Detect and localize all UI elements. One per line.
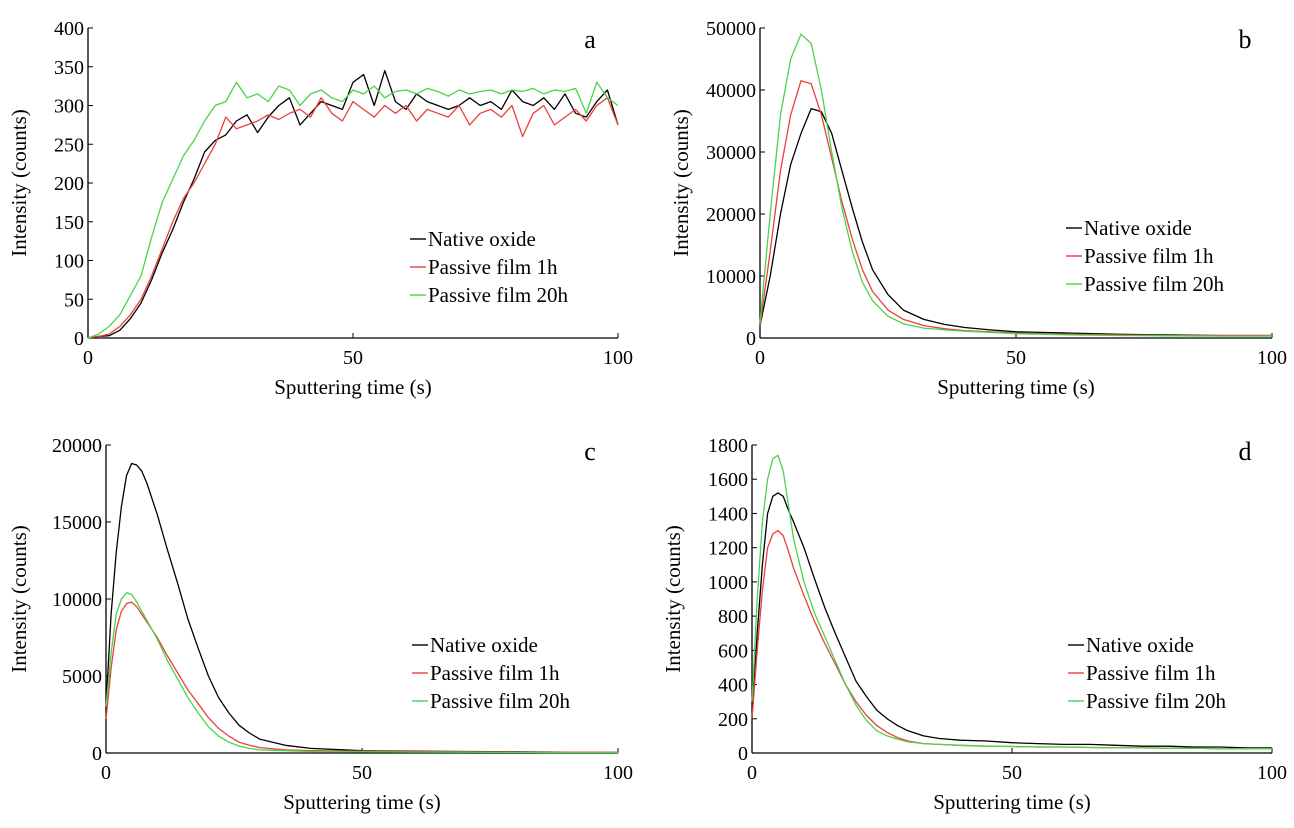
x-tick-label: 0	[755, 347, 765, 369]
x-tick-label: 50	[1002, 762, 1022, 784]
y-tick-label: 5000	[62, 666, 102, 688]
y-tick-label: 50	[64, 289, 84, 311]
legend: Native oxide Passive film 1h Passive film …	[1068, 633, 1226, 713]
chart-panel-a: 0 50 100 150 200 250 300 350 400 0 50 100 Sputtering…	[7, 18, 633, 399]
series-line-passive-film-20h	[87, 81, 619, 339]
legend-label: Native oxide	[1084, 216, 1192, 240]
series-line-native-oxide	[751, 492, 1272, 749]
y-axis-label: Intensity (counts)	[7, 109, 31, 257]
series-line-passive-film-1h	[87, 97, 619, 339]
x-axis-label: Sputtering time (s)	[937, 375, 1094, 399]
legend-label: Passive film 20h	[428, 283, 568, 307]
x-tick-label: 100	[603, 347, 633, 369]
y-tick-label: 0	[74, 328, 84, 350]
legend-label: Passive film 20h	[1084, 272, 1224, 296]
series-line-passive-film-1h	[759, 80, 1272, 337]
y-tick-label: 150	[54, 212, 84, 234]
series-line-native-oxide	[759, 107, 1272, 337]
y-tick-label: 20000	[706, 204, 756, 226]
y-axis-label: Intensity (counts)	[661, 525, 685, 673]
y-tick-label: 0	[92, 743, 102, 765]
y-tick-label: 250	[54, 134, 84, 156]
y-tick-label: 800	[718, 606, 748, 628]
chart-panel-d: 0 200 400 600 800 1000 1200 1400 1600 1800 0 50 100 S…	[661, 435, 1287, 814]
legend: Native oxide Passive film 1h Passive film …	[410, 227, 568, 307]
y-tick-label: 200	[718, 709, 748, 731]
x-tick-label: 50	[352, 762, 372, 784]
legend-label: Native oxide	[428, 227, 536, 251]
x-tick-label: 100	[603, 762, 633, 784]
y-axis-label: Intensity (counts)	[669, 109, 693, 257]
x-axis-label: Sputtering time (s)	[274, 375, 431, 399]
x-tick-label: 0	[747, 762, 757, 784]
y-tick-label: 200	[54, 173, 84, 195]
panel-letter: d	[1239, 437, 1252, 466]
y-tick-label: 400	[54, 18, 84, 40]
y-tick-label: 1800	[708, 435, 748, 457]
chart-panel-b: 0 10000 20000 30000 40000 50000 0 50 100 Sputteri…	[669, 18, 1287, 399]
y-tick-label: 400	[718, 675, 748, 697]
series-line-passive-film-1h	[751, 529, 1272, 750]
y-tick-label: 350	[54, 57, 84, 79]
x-tick-label: 0	[83, 347, 93, 369]
x-tick-label: 100	[1257, 762, 1287, 784]
legend-label: Native oxide	[1086, 633, 1194, 657]
x-axis-label: Sputtering time (s)	[933, 790, 1090, 814]
x-tick-label: 50	[1006, 347, 1026, 369]
y-tick-label: 40000	[706, 80, 756, 102]
panel-letter: a	[584, 25, 596, 54]
legend-label: Passive film 20h	[430, 689, 570, 713]
panel-letter: b	[1239, 25, 1252, 54]
y-tick-label: 0	[746, 328, 756, 350]
y-tick-label: 1400	[708, 503, 748, 525]
x-axis-label: Sputtering time (s)	[283, 790, 440, 814]
legend-label: Passive film 20h	[1086, 689, 1226, 713]
legend-label: Native oxide	[430, 633, 538, 657]
legend-label: Passive film 1h	[1086, 661, 1216, 685]
y-tick-label: 50000	[706, 18, 756, 40]
y-tick-label: 30000	[706, 142, 756, 164]
y-tick-label: 10000	[52, 589, 102, 611]
y-tick-label: 20000	[52, 435, 102, 457]
series-line-passive-film-20h	[751, 454, 1272, 750]
chart-panel-c: 0 5000 10000 15000 20000 0 50 100 Sputtering tim…	[7, 435, 633, 814]
legend-label: Passive film 1h	[428, 255, 558, 279]
y-tick-label: 100	[54, 251, 84, 273]
y-tick-label: 1600	[708, 469, 748, 491]
legend: Native oxide Passive film 1h Passive film …	[412, 633, 570, 713]
series-line-passive-film-20h	[759, 33, 1272, 337]
y-tick-label: 0	[738, 743, 748, 765]
x-tick-label: 0	[101, 762, 111, 784]
series-line-native-oxide	[87, 69, 619, 339]
x-tick-label: 100	[1257, 347, 1287, 369]
y-tick-label: 300	[54, 96, 84, 118]
legend-label: Passive film 1h	[1084, 244, 1214, 268]
legend: Native oxide Passive film 1h Passive film …	[1066, 216, 1224, 296]
panel-letter: c	[584, 437, 596, 466]
y-tick-label: 1200	[708, 538, 748, 560]
series-line-passive-film-20h	[105, 592, 618, 754]
y-tick-label: 600	[718, 640, 748, 662]
y-axis-label: Intensity (counts)	[7, 525, 31, 673]
y-tick-label: 1000	[708, 572, 748, 594]
legend-label: Passive film 1h	[430, 661, 560, 685]
y-tick-label: 10000	[706, 266, 756, 288]
x-tick-label: 50	[343, 347, 363, 369]
y-tick-label: 15000	[52, 512, 102, 534]
